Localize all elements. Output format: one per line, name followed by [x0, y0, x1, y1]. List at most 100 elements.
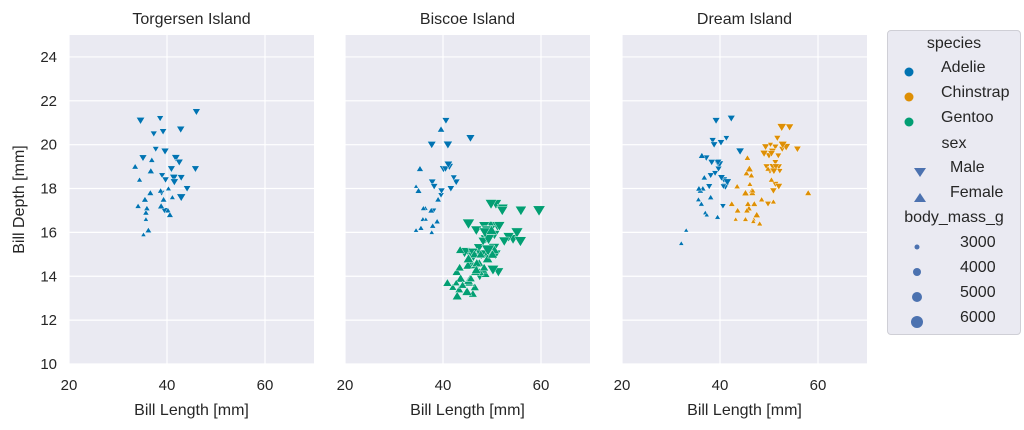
- x-tick-label: 20: [61, 377, 78, 394]
- data-point: [143, 205, 151, 211]
- data-point: [705, 183, 714, 190]
- data-point: [761, 143, 770, 151]
- data-point: [771, 163, 780, 171]
- data-point: [714, 214, 721, 220]
- data-point: [683, 227, 689, 233]
- data-point: [486, 265, 500, 276]
- data-point: [461, 286, 473, 296]
- data-point: [747, 172, 755, 178]
- data-point: [700, 174, 708, 181]
- data-point: [479, 263, 490, 272]
- data-point: [433, 218, 441, 224]
- x-tick-label: 40: [159, 377, 176, 394]
- triangle-down-icon: [914, 168, 926, 177]
- panel-biscoe-island: Biscoe Island 20 40 60 Bill Length [mm]: [337, 11, 590, 419]
- data-point: [678, 240, 685, 246]
- y-axis-label: Bill Depth [mm]: [11, 145, 28, 253]
- data-point: [722, 135, 730, 142]
- data-point: [427, 141, 437, 149]
- data-point: [768, 176, 775, 183]
- data-point: [448, 283, 458, 291]
- data-point: [430, 183, 439, 191]
- size-4000-icon: [913, 268, 921, 276]
- data-point: [146, 167, 155, 174]
- data-point: [749, 187, 757, 194]
- data-point: [142, 209, 150, 216]
- data-point: [441, 117, 451, 125]
- legend-item-chinstrap: Chinstrap: [888, 84, 1020, 106]
- y-tick-label: 18: [40, 181, 57, 198]
- data-point: [140, 231, 147, 237]
- legend-item-6000: 6000: [888, 309, 1020, 331]
- data-point: [470, 282, 480, 291]
- data-point: [176, 174, 186, 182]
- legend-item-adelie: Adelie: [888, 59, 1020, 81]
- data-point: [752, 211, 761, 218]
- data-point: [414, 187, 423, 194]
- data-point: [743, 154, 751, 161]
- data-point: [427, 207, 435, 214]
- y-tick-label: 10: [40, 356, 57, 373]
- data-point: [733, 183, 741, 189]
- data-point: [152, 146, 160, 153]
- x-tick-label: 60: [810, 377, 827, 394]
- data-point: [695, 185, 703, 192]
- data-point: [164, 207, 172, 213]
- data-point: [741, 189, 750, 196]
- data-point: [764, 165, 772, 172]
- data-point: [429, 222, 437, 229]
- data-point: [475, 249, 486, 259]
- data-point: [454, 263, 465, 272]
- data-point: [482, 253, 494, 263]
- data-point: [160, 148, 170, 156]
- data-point: [732, 216, 739, 222]
- data-point: [742, 169, 751, 176]
- x-axis-label: Bill Length [mm]: [134, 402, 249, 419]
- data-point: [719, 183, 727, 190]
- data-point: [710, 141, 719, 149]
- chinstrap-marker-icon: [904, 92, 914, 102]
- data-point: [532, 205, 546, 217]
- data-point: [743, 207, 751, 214]
- data-point: [446, 185, 455, 193]
- data-point: [451, 291, 463, 300]
- legend-item-5000: 5000: [888, 284, 1020, 306]
- data-point: [769, 167, 779, 175]
- data-point: [146, 189, 155, 196]
- data-point: [785, 123, 795, 132]
- data-point: [191, 165, 200, 173]
- data-point: [469, 249, 480, 258]
- data-point: [484, 199, 498, 210]
- data-point: [451, 267, 462, 276]
- legend-item-4000: 4000: [888, 259, 1020, 281]
- data-point: [192, 108, 201, 116]
- data-point: [764, 201, 772, 208]
- panel-title: Dream Island: [697, 11, 792, 28]
- data-point: [423, 216, 429, 222]
- y-tick-label: 12: [40, 312, 57, 329]
- data-point: [442, 278, 453, 287]
- data-point: [462, 218, 475, 230]
- legend-title-species: species: [926, 35, 982, 52]
- data-point: [773, 135, 782, 142]
- data-point: [169, 178, 179, 187]
- data-point: [174, 159, 184, 167]
- panel-torgersen-island: Torgersen Island 20 40 60 Bill Length [mm] 10…: [11, 11, 314, 419]
- data-point: [496, 206, 509, 216]
- data-point: [442, 141, 453, 150]
- x-tick-label: 60: [533, 377, 550, 394]
- data-point: [771, 159, 780, 166]
- data-point: [416, 165, 424, 172]
- data-point: [428, 178, 437, 186]
- data-point: [771, 144, 780, 151]
- data-point: [138, 154, 148, 162]
- size-6000-icon: [911, 316, 923, 328]
- data-point: [157, 187, 165, 194]
- data-point: [722, 178, 732, 187]
- y-tick-label: 14: [40, 268, 57, 285]
- x-tick-label: 60: [257, 377, 274, 394]
- data-point: [735, 147, 745, 156]
- data-point: [165, 185, 172, 191]
- data-point: [465, 134, 476, 143]
- data-point: [742, 216, 749, 222]
